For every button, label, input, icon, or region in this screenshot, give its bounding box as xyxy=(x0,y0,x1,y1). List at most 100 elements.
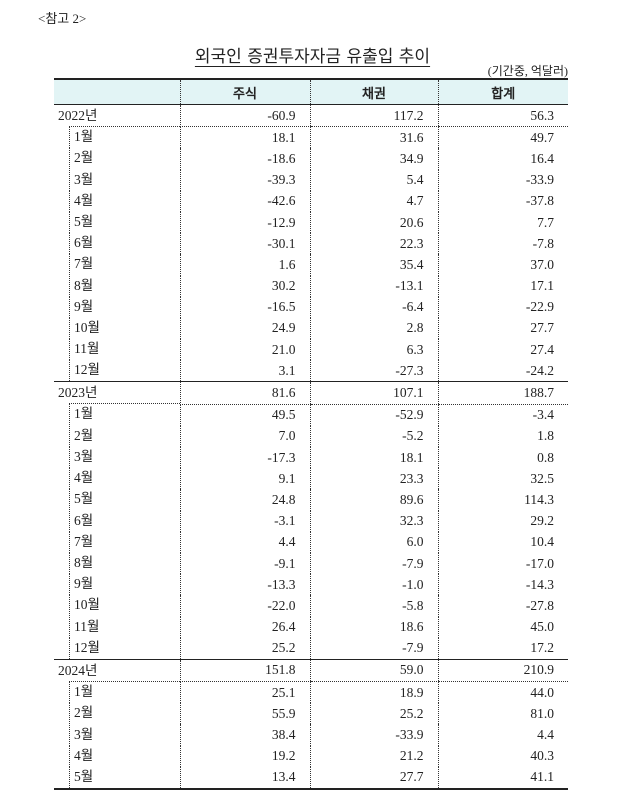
month-bonds-value: -27.3 xyxy=(309,360,438,382)
month-row: 10월 24.9 2.8 27.7 xyxy=(54,317,568,340)
month-total-value: -33.9 xyxy=(437,169,568,191)
header-row: 주식 채권 합계 xyxy=(54,78,568,105)
month-bonds-value: 31.6 xyxy=(309,126,438,149)
year-total-value: 188.7 xyxy=(437,381,568,405)
month-row: 1월 49.5 -52.9 -3.4 xyxy=(54,403,568,426)
month-total-value: -7.8 xyxy=(437,233,568,255)
header-blank xyxy=(54,78,180,105)
month-bonds-value: -7.9 xyxy=(309,552,438,575)
month-label: 12월 xyxy=(69,637,180,659)
month-row: 7월 4.4 6.0 10.4 xyxy=(54,531,568,553)
month-row: 5월 -12.9 20.6 7.7 xyxy=(54,211,568,234)
month-stocks-value: 25.1 xyxy=(179,681,310,704)
month-stocks-value: -18.6 xyxy=(179,148,310,170)
month-bonds-value: 25.2 xyxy=(309,703,438,725)
month-stocks-value: 4.4 xyxy=(179,531,310,553)
month-total-value: -27.8 xyxy=(437,595,568,617)
month-row: 11월 26.4 18.6 45.0 xyxy=(54,616,568,638)
month-stocks-value: 1.6 xyxy=(179,254,310,276)
month-stocks-value: 24.9 xyxy=(179,317,310,340)
month-row: 5월 24.8 89.6 114.3 xyxy=(54,489,568,511)
reference-label: <참고 2> xyxy=(38,11,87,26)
month-stocks-value: -22.0 xyxy=(179,595,310,617)
month-label: 2월 xyxy=(69,148,180,170)
month-bonds-value: 6.0 xyxy=(309,531,438,553)
month-label: 5월 xyxy=(69,212,180,234)
month-row: 4월 9.1 23.3 32.5 xyxy=(54,468,568,490)
table-body: 2022년 -60.9 117.2 56.3 1월 18.1 31.6 49.7 2월 -18.6… xyxy=(54,104,568,791)
month-bonds-value: 21.2 xyxy=(309,745,438,767)
header-bonds: 채권 xyxy=(309,78,438,105)
year-row: 2024년 151.8 59.0 210.9 xyxy=(54,658,568,683)
month-total-value: 1.8 xyxy=(437,425,568,447)
month-row: 9월 -13.3 -1.0 -14.3 xyxy=(54,574,568,596)
month-label: 4월 xyxy=(69,190,180,212)
month-row: 12월 3.1 -27.3 -24.2 xyxy=(54,360,568,382)
month-bonds-value: 32.3 xyxy=(309,510,438,532)
month-label: 2월 xyxy=(69,425,180,447)
table-title: 외국인 증권투자자금 유출입 추이 xyxy=(194,47,431,67)
month-stocks-value: -13.3 xyxy=(179,574,310,596)
month-stocks-value: -42.6 xyxy=(179,190,310,212)
month-label: 1월 xyxy=(69,680,180,703)
month-total-value: 45.0 xyxy=(437,616,568,638)
month-label: 4월 xyxy=(69,468,180,490)
month-row: 8월 -9.1 -7.9 -17.0 xyxy=(54,552,568,575)
header-stocks: 주식 xyxy=(179,78,310,105)
year-stocks-value: -60.9 xyxy=(179,104,310,128)
month-label: 12월 xyxy=(69,360,180,382)
month-bonds-value: -5.8 xyxy=(309,595,438,617)
month-total-value: -24.2 xyxy=(437,360,568,382)
month-stocks-value: 24.8 xyxy=(179,489,310,511)
month-stocks-value: -9.1 xyxy=(179,552,310,575)
month-label: 2월 xyxy=(69,703,180,725)
month-row: 4월 19.2 21.2 40.3 xyxy=(54,745,568,767)
month-row: 6월 -3.1 32.3 29.2 xyxy=(54,510,568,532)
month-total-value: 27.7 xyxy=(437,317,568,340)
month-label: 11월 xyxy=(69,616,180,638)
month-total-value: 27.4 xyxy=(437,339,568,361)
month-row: 11월 21.0 6.3 27.4 xyxy=(54,339,568,361)
month-row: 1월 25.1 18.9 44.0 xyxy=(54,680,568,704)
month-bonds-value: 22.3 xyxy=(309,233,438,255)
month-bonds-value: 4.7 xyxy=(309,190,438,212)
month-bonds-value: 18.6 xyxy=(309,616,438,638)
month-total-value: 16.4 xyxy=(437,148,568,170)
month-stocks-value: -16.5 xyxy=(179,296,310,318)
month-label: 3월 xyxy=(69,447,180,469)
year-stocks-value: 81.6 xyxy=(179,381,310,405)
month-label: 4월 xyxy=(69,745,180,767)
month-label: 3월 xyxy=(69,724,180,746)
month-total-value: 49.7 xyxy=(437,126,568,149)
year-bonds-value: 59.0 xyxy=(309,658,438,683)
month-stocks-value: 38.4 xyxy=(179,724,310,746)
month-row: 2월 7.0 -5.2 1.8 xyxy=(54,425,568,447)
month-bonds-value: 23.3 xyxy=(309,468,438,490)
month-label: 10월 xyxy=(69,595,180,617)
month-row: 9월 -16.5 -6.4 -22.9 xyxy=(54,296,568,318)
month-stocks-value: 9.1 xyxy=(179,468,310,490)
month-row: 3월 38.4 -33.9 4.4 xyxy=(54,724,568,746)
month-stocks-value: 3.1 xyxy=(179,360,310,382)
month-total-value: 17.1 xyxy=(437,275,568,297)
month-row: 2월 -18.6 34.9 16.4 xyxy=(54,148,568,170)
month-row: 10월 -22.0 -5.8 -27.8 xyxy=(54,595,568,617)
year-stocks-value: 151.8 xyxy=(179,658,310,683)
month-total-value: 32.5 xyxy=(437,468,568,490)
month-label: 5월 xyxy=(69,766,180,788)
month-total-value: 29.2 xyxy=(437,510,568,532)
month-label: 9월 xyxy=(69,574,180,596)
month-label: 8월 xyxy=(69,275,180,297)
month-total-value: -17.0 xyxy=(437,552,568,575)
month-label: 1월 xyxy=(69,126,180,149)
month-bonds-value: 2.8 xyxy=(309,317,438,340)
month-row: 4월 -42.6 4.7 -37.8 xyxy=(54,190,568,212)
month-row: 2월 55.9 25.2 81.0 xyxy=(54,703,568,725)
month-total-value: 7.7 xyxy=(437,211,568,234)
month-label: 9월 xyxy=(69,296,180,318)
month-label: 11월 xyxy=(69,339,180,361)
month-stocks-value: -39.3 xyxy=(179,169,310,191)
month-bonds-value: -6.4 xyxy=(309,296,438,318)
month-total-value: -14.3 xyxy=(437,574,568,596)
unit-label: (기간중, 억달러) xyxy=(487,64,568,78)
